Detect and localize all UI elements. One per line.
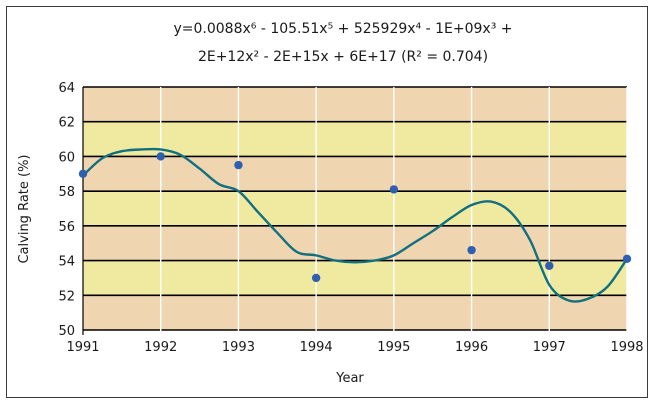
y-tick-label: 50 [58, 324, 75, 339]
y-tick-label: 64 [58, 81, 75, 96]
polynomial-trendline [82, 147, 628, 303]
background-band [83, 87, 627, 122]
x-tick-label: 1993 [222, 340, 255, 355]
background-band [83, 295, 627, 330]
chart-title-line-2: 2E+12x² - 2E+15x + 6E+17 (R² = 0.704) [198, 49, 488, 65]
y-tick-label: 54 [58, 255, 75, 270]
data-point [234, 160, 243, 170]
x-tick-labels: 1991 1992 1993 1994 1995 1996 1997 1998 [66, 340, 643, 355]
data-point [622, 254, 632, 264]
trendline-group [82, 147, 628, 303]
y-tick-label: 58 [58, 185, 75, 200]
x-axis-label: Year [335, 371, 364, 386]
y-tick-label: 60 [58, 150, 75, 165]
y-axis-label: Calving Rate (%) [17, 154, 32, 263]
background-bands [83, 87, 627, 330]
background-band [83, 156, 627, 192]
x-tick-label: 1998 [610, 340, 643, 355]
data-point [545, 261, 554, 270]
data-point [389, 185, 399, 194]
x-tick-label: 1992 [144, 340, 177, 355]
y-tick-label: 62 [58, 116, 75, 131]
background-band [83, 121, 627, 157]
y-tick-label: 56 [58, 220, 75, 235]
x-tick-label: 1996 [455, 340, 488, 355]
background-band [83, 191, 627, 226]
x-tick-label: 1997 [533, 340, 566, 355]
data-point [467, 245, 476, 255]
background-band [83, 260, 627, 296]
data-point [311, 273, 321, 283]
y-tick-labels: 50 52 54 56 58 60 62 64 [58, 81, 75, 339]
chart-title-line-1: y=0.0088x⁶ - 105.51x⁵ + 525929x⁴ - 1E+09… [173, 21, 512, 37]
data-point [78, 169, 88, 178]
gridlines [82, 86, 628, 335]
background-band [83, 225, 627, 261]
x-tick-label: 1991 [66, 340, 99, 355]
x-tick-label: 1995 [377, 340, 410, 355]
data-point [156, 152, 165, 161]
data-points [78, 152, 632, 283]
y-tick-label: 52 [58, 289, 75, 304]
x-tick-label: 1994 [300, 340, 333, 355]
